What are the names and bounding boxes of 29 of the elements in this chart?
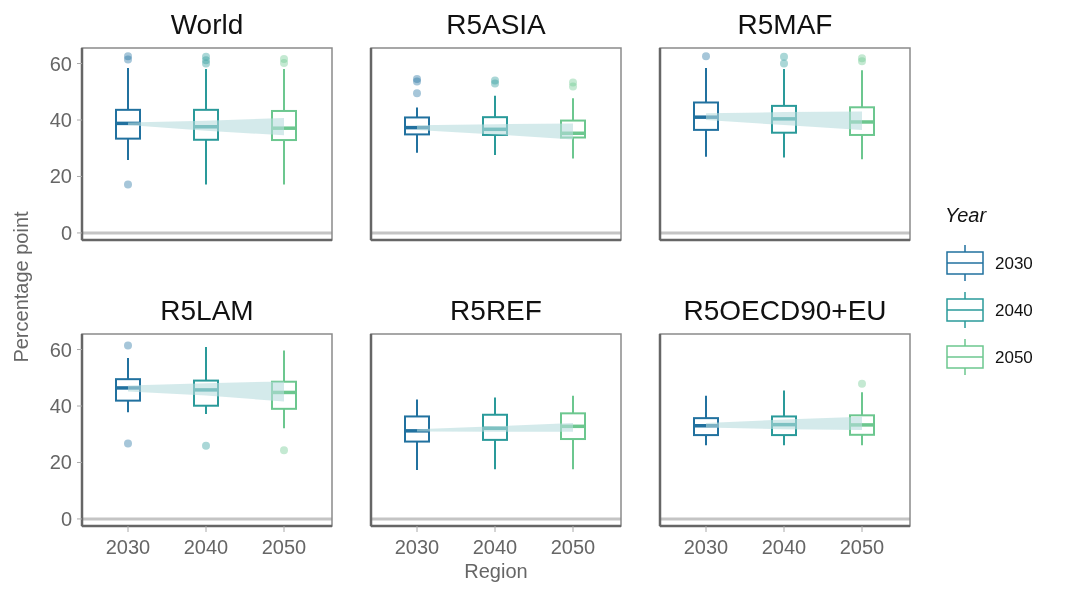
y-tick-label: 60 (49, 338, 72, 361)
x-tick-label: 2030 (105, 536, 151, 558)
y-tick-label: 60 (49, 52, 72, 75)
y-tick-label: 20 (49, 451, 72, 474)
legend-title: Year (945, 204, 988, 226)
legend-label: 2050 (995, 347, 1033, 367)
x-tick-label: 2030 (683, 536, 729, 558)
chart-title: R5ASIA (446, 9, 547, 40)
y-tick-label: 0 (60, 221, 72, 244)
legend-label: 2030 (995, 253, 1033, 273)
x-tick-label: 2040 (183, 536, 229, 558)
x-tick-label: 2040 (761, 536, 807, 558)
chart-title: R5REF (450, 295, 542, 326)
x-tick-label: 2050 (839, 536, 885, 558)
x-tick-label: 2040 (472, 536, 518, 558)
y-tick-label: 0 (60, 507, 72, 530)
x-tick-label: 2050 (550, 536, 596, 558)
y-tick-label: 40 (49, 109, 72, 131)
y-tick-label: 20 (49, 165, 72, 188)
x-tick-label: 2030 (394, 536, 440, 558)
x-tick-label: 2050 (261, 536, 307, 558)
legend-label: 2040 (995, 300, 1033, 320)
chart-title: World (170, 9, 244, 40)
x-axis-title: Region (464, 560, 528, 582)
chart-title: R5LAM (160, 295, 254, 326)
chart-title: R5MAF (737, 9, 833, 40)
y-tick-label: 40 (49, 395, 72, 417)
chart-title: R5OECD90+EU (683, 295, 887, 326)
y-axis-title: Percentage point (10, 210, 32, 363)
